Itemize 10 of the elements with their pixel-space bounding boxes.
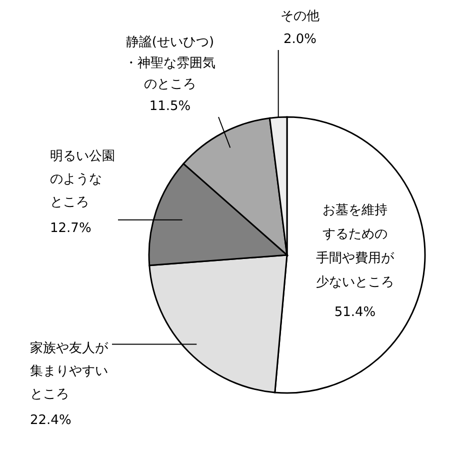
- slice-label: その他: [280, 9, 320, 24]
- data-label: 12.7%: [50, 221, 92, 236]
- data-label: 22.4%: [30, 413, 72, 428]
- data-label: 2.0%: [283, 32, 317, 47]
- slice-label: 静謐(せいひつ)・神聖な雰囲気のところ: [124, 35, 216, 92]
- slice-label: お墓を維持するための手間や費用が少ないところ: [316, 203, 395, 290]
- slice-label: 家族や友人が集まりやすいところ: [30, 340, 109, 402]
- data-label: 11.5%: [149, 99, 191, 114]
- slice-label: 明るい公園のようなところ: [50, 149, 115, 210]
- data-label: 51.4%: [334, 305, 376, 320]
